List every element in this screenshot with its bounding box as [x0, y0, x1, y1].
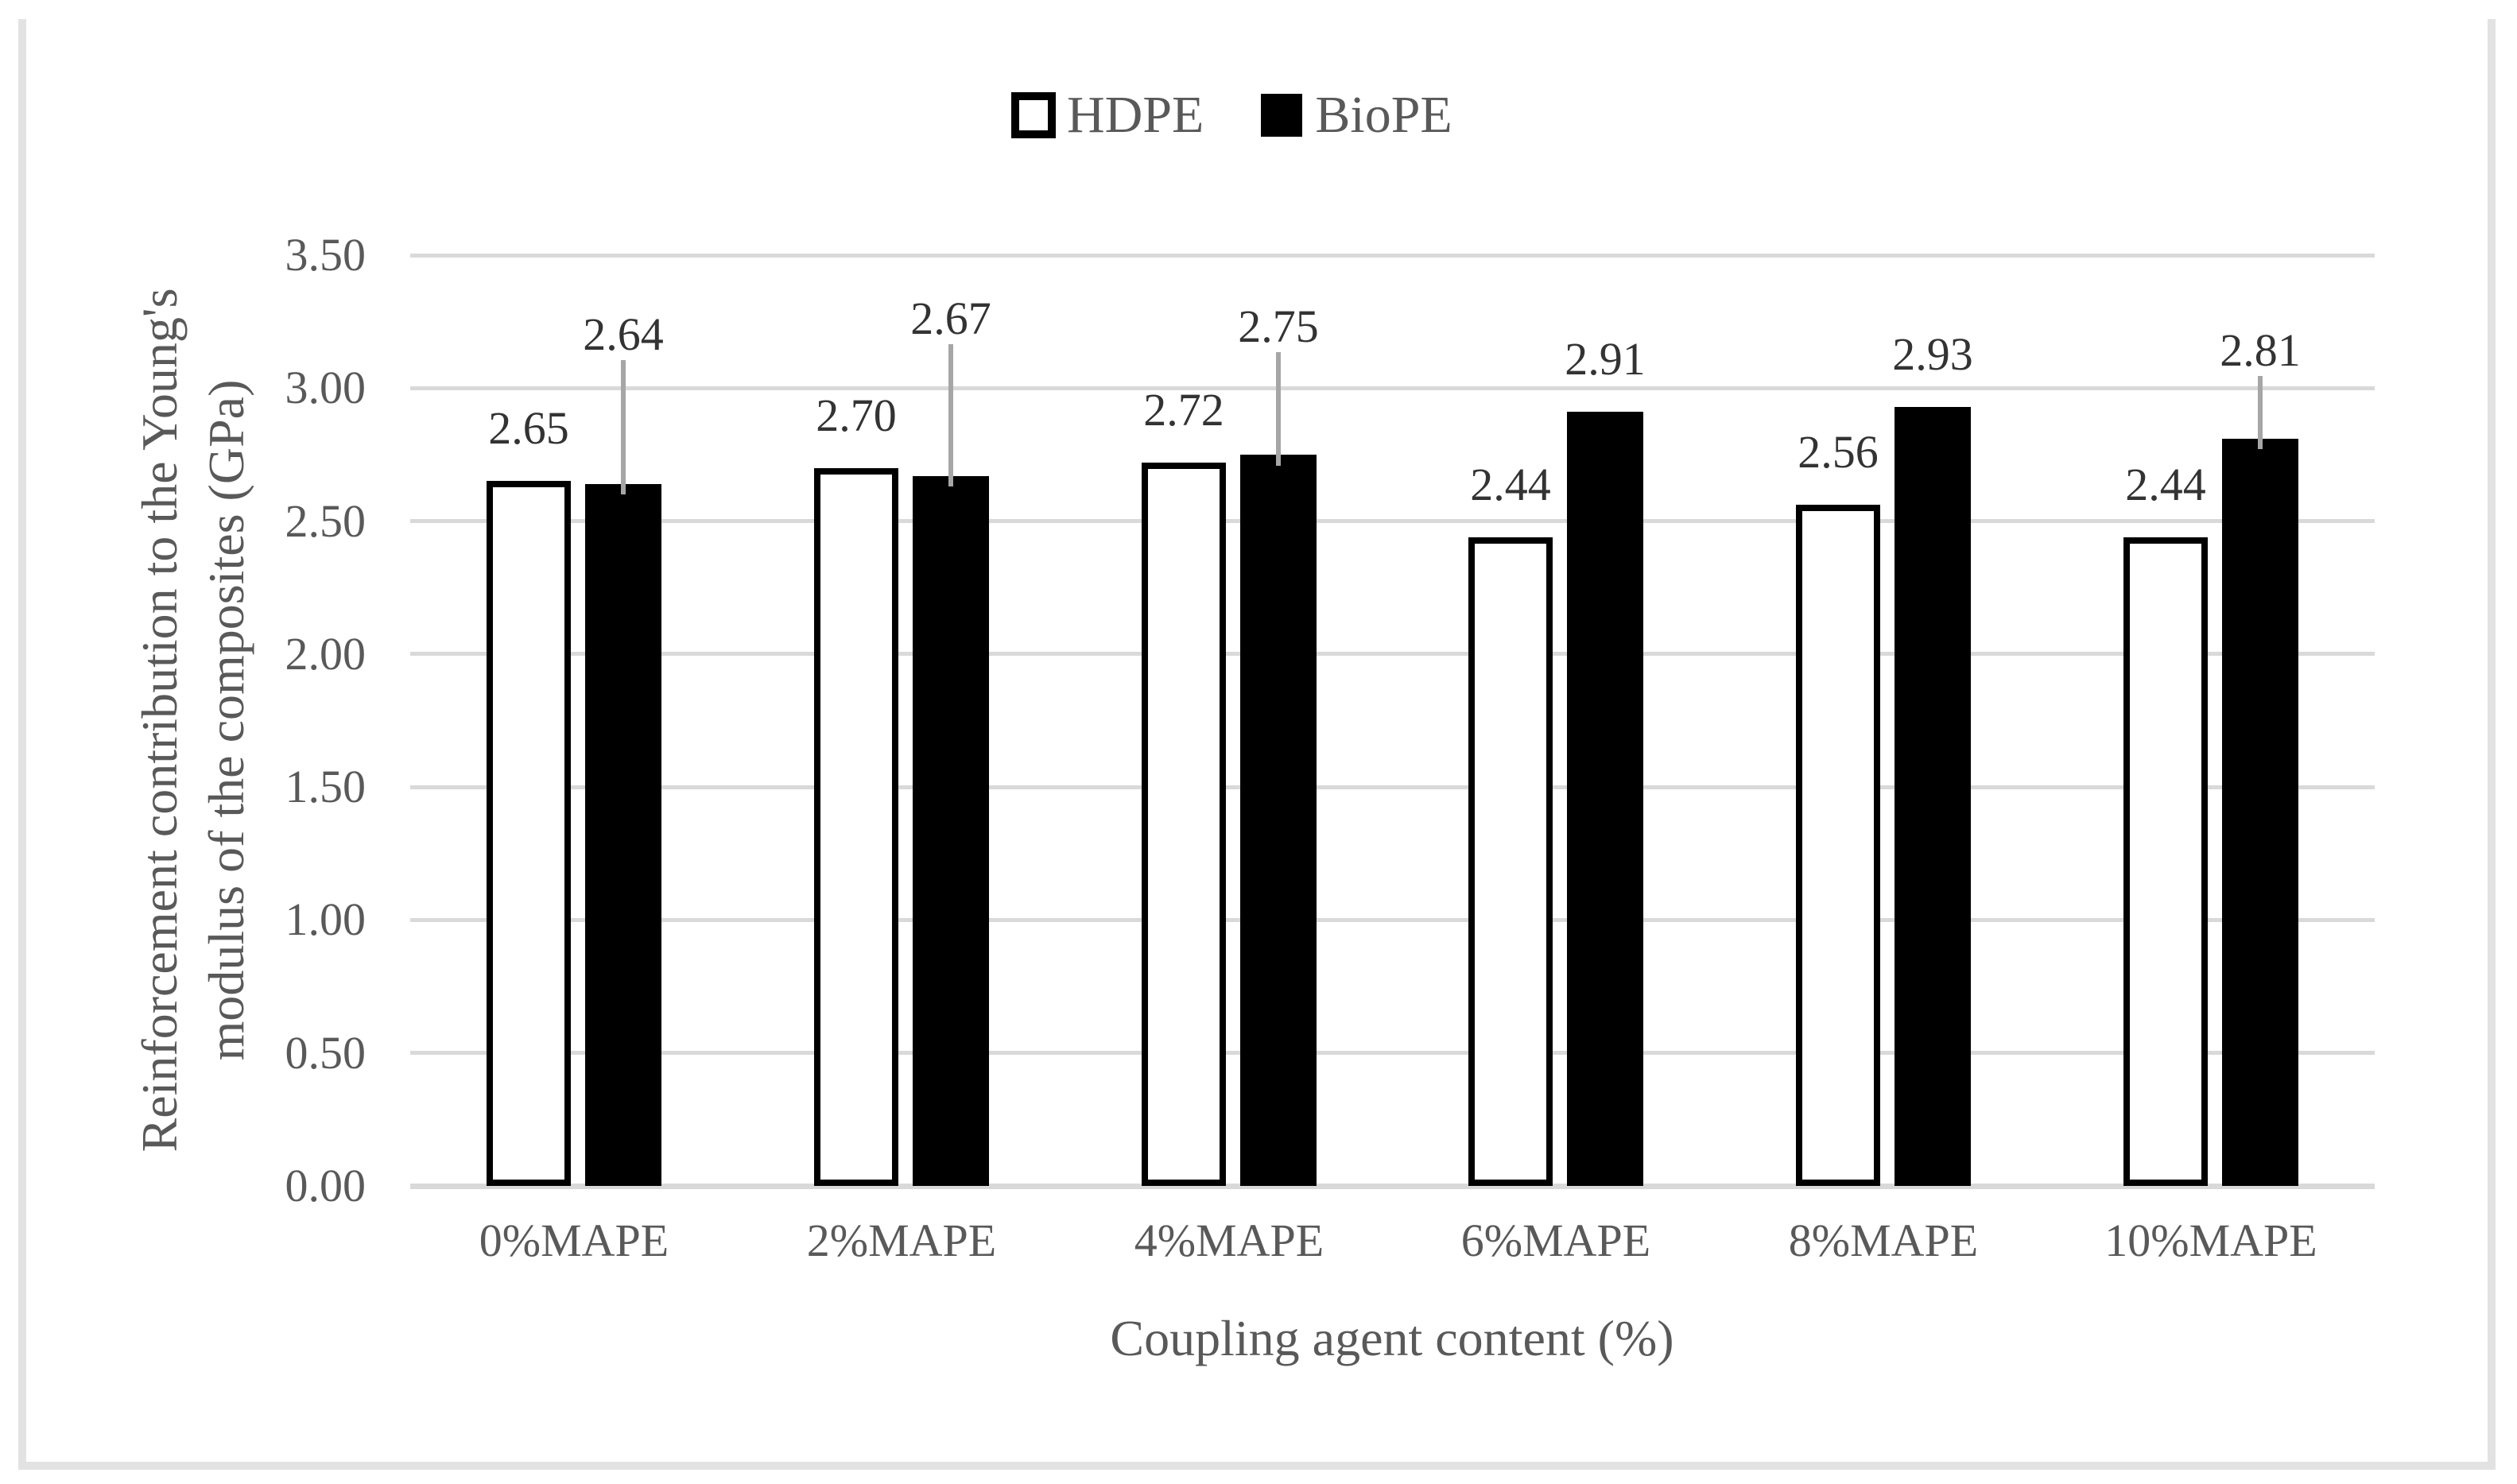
legend: HDPE BioPE — [1011, 89, 1452, 141]
data-label-hdpe-4: 2.56 — [1798, 426, 1879, 478]
x-tick-label: 0%MAPE — [479, 1215, 669, 1266]
bar-hdpe-2 — [1142, 463, 1226, 1186]
x-axis-title: Coupling agent content (%) — [1110, 1310, 1674, 1366]
x-axis-line — [410, 1184, 2375, 1189]
x-tick-label: 4%MAPE — [1134, 1215, 1324, 1266]
data-label-hdpe-0: 2.65 — [488, 402, 569, 454]
gridline — [410, 519, 2375, 523]
x-tick-label: 2%MAPE — [806, 1215, 997, 1266]
data-label-hdpe-5: 2.44 — [2125, 459, 2206, 510]
bar-biope-5 — [2222, 439, 2298, 1186]
y-tick-label: 0.00 — [285, 1160, 366, 1211]
y-tick-label: 2.50 — [285, 495, 366, 547]
y-tick-label: 2.00 — [285, 628, 366, 680]
y-tick-label: 3.00 — [285, 362, 366, 413]
gridline — [410, 1051, 2375, 1055]
x-tick-label: 10%MAPE — [2104, 1215, 2317, 1266]
x-tick-label: 8%MAPE — [1788, 1215, 1979, 1266]
data-label-biope-5: 2.81 — [2220, 324, 2301, 376]
y-tick-label: 1.50 — [285, 761, 366, 812]
legend-label-hdpe: HDPE — [1067, 86, 1204, 144]
data-label-hdpe-2: 2.72 — [1143, 384, 1224, 436]
y-axis-title: Reinforcement contribution to the Young'… — [126, 164, 260, 1277]
x-tick-label: 6%MAPE — [1460, 1215, 1651, 1266]
y-tick-label: 1.00 — [285, 893, 366, 945]
gridline — [410, 918, 2375, 922]
data-label-hdpe-1: 2.70 — [816, 389, 897, 441]
leader-line-biope-1 — [948, 344, 953, 486]
y-axis-title-line2: modulus of the composites (GPa) — [198, 379, 254, 1061]
data-label-biope-0: 2.64 — [583, 308, 664, 360]
leader-line-biope-0 — [621, 360, 626, 494]
data-label-biope-2: 2.75 — [1238, 300, 1319, 352]
leader-line-biope-2 — [1276, 352, 1281, 466]
gridline — [410, 785, 2375, 789]
bar-hdpe-3 — [1468, 537, 1553, 1186]
gridline — [410, 386, 2375, 390]
bar-biope-0 — [585, 484, 661, 1186]
bar-hdpe-5 — [2123, 537, 2208, 1186]
y-axis-title-line1: Reinforcement contribution to the Young'… — [131, 288, 188, 1153]
y-tick-label: 3.50 — [285, 229, 366, 281]
legend-label-biope: BioPE — [1315, 86, 1452, 144]
legend-item-biope: BioPE — [1261, 89, 1452, 141]
biope-swatch-icon — [1261, 94, 1303, 137]
bar-biope-3 — [1567, 412, 1643, 1186]
gridline — [410, 254, 2375, 258]
hdpe-swatch-icon — [1011, 92, 1056, 138]
data-label-biope-1: 2.67 — [910, 293, 991, 344]
leader-line-biope-5 — [2258, 376, 2263, 449]
bar-hdpe-4 — [1796, 505, 1880, 1186]
bar-hdpe-0 — [487, 481, 571, 1186]
bar-hdpe-1 — [814, 468, 898, 1186]
y-tick-label: 0.50 — [285, 1027, 366, 1079]
bar-biope-1 — [913, 476, 989, 1186]
bar-biope-2 — [1240, 455, 1317, 1186]
data-label-biope-3: 2.91 — [1565, 333, 1646, 385]
bar-biope-4 — [1895, 407, 1971, 1186]
legend-item-hdpe: HDPE — [1011, 89, 1204, 141]
data-label-biope-4: 2.93 — [1892, 328, 1973, 380]
gridline — [410, 652, 2375, 656]
data-label-hdpe-3: 2.44 — [1470, 459, 1551, 510]
